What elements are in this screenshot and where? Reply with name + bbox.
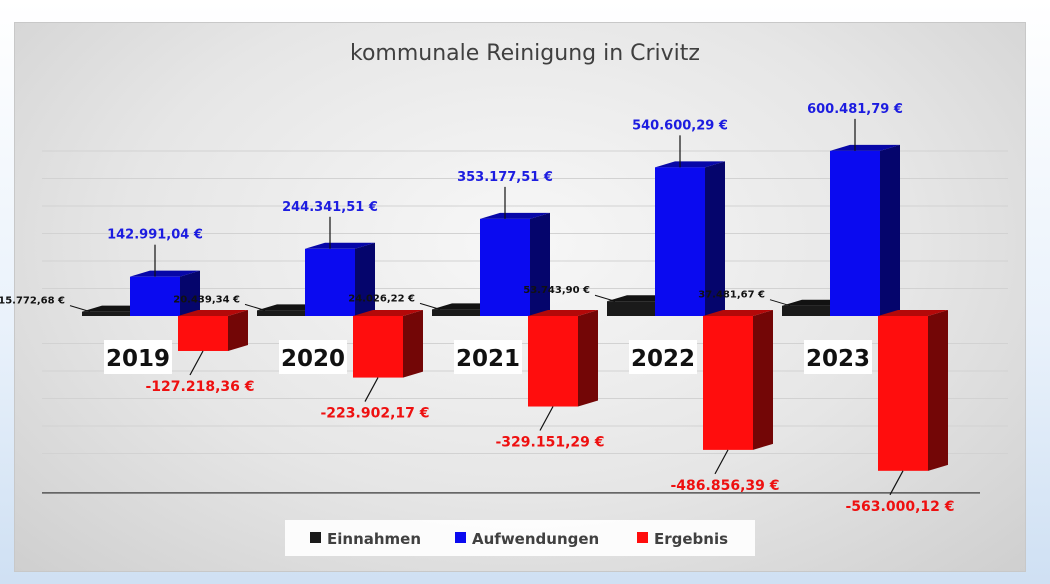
bars	[82, 144, 948, 471]
leader-einnahmen-2022	[594, 294, 616, 302]
year-label-text-2023: 2023	[806, 346, 870, 372]
leader-ergebnis-2019	[189, 350, 204, 376]
year-label-text-2019: 2019	[106, 346, 170, 372]
label-ergebnis-2023: -563.000,12 €	[846, 499, 955, 515]
legend: Einnahmen Aufwendungen Ergebnis	[285, 520, 755, 556]
bar-ergebnis-2020	[353, 310, 423, 378]
label-einnahmen-2023: 37.481,67 €	[698, 290, 765, 301]
year-label-2019: 2019	[104, 340, 172, 374]
bar-ergebnis-2019-side	[228, 310, 248, 351]
legend-label-ergebnis: Ergebnis	[654, 530, 728, 548]
data-labels: 15.772,68 € 142.991,04 € -127.218,36 € 20.4…	[0, 102, 955, 515]
bar-aufwendungen-2023	[830, 144, 900, 316]
bar-einnahmen-2023-front	[782, 305, 830, 316]
leader-ergebnis-2023	[889, 470, 904, 496]
year-label-text-2021: 2021	[456, 346, 520, 372]
label-aufwendungen-2021: 353.177,51 €	[457, 170, 553, 185]
year-label-2020: 2020	[279, 340, 347, 374]
year-label-box-2023	[804, 340, 872, 374]
bar-ergebnis-2019-front	[178, 316, 228, 351]
label-ergebnis-2022: -486.856,39 €	[671, 478, 780, 494]
bar-ergebnis-2020-front	[353, 316, 403, 378]
leader-einnahmen-2020	[244, 303, 266, 311]
label-einnahmen-2021: 24.026,22 €	[348, 293, 415, 304]
label-einnahmen-2019: 15.772,68 €	[0, 296, 65, 307]
bar-aufwendungen-2022-front	[655, 167, 705, 316]
legend-swatch-einnahmen	[310, 532, 321, 543]
bar-ergebnis-2023	[878, 310, 948, 471]
bar-ergebnis-2022-side	[753, 310, 773, 450]
bar-ergebnis-2020-top	[353, 310, 423, 316]
legend-label-aufwendungen: Aufwendungen	[472, 530, 599, 548]
legend-swatch-aufwendungen	[455, 532, 466, 543]
bar-ergebnis-2023-front	[878, 316, 928, 471]
year-label-2021: 2021	[454, 340, 522, 374]
leader-einnahmen-2023	[769, 299, 791, 307]
bar-ergebnis-2023-top	[878, 310, 948, 316]
bar-aufwendungen-2022-side	[705, 161, 725, 316]
leader-einnahmen-2019	[69, 305, 91, 313]
bar-aufwendungen-2020-front	[305, 248, 355, 316]
label-aufwendungen-2022: 540.600,29 €	[632, 118, 728, 133]
bar-aufwendungen-2023-front	[830, 150, 880, 316]
label-aufwendungen-2020: 244.341,51 €	[282, 200, 378, 215]
bar-aufwendungen-2020-top	[305, 242, 375, 249]
bar-aufwendungen-2020-side	[355, 242, 375, 316]
year-label-box-2021	[454, 340, 522, 374]
leader-einnahmen-2021	[419, 302, 441, 310]
label-ergebnis-2020: -223.902,17 €	[321, 406, 430, 422]
bar-einnahmen-2021-front	[432, 309, 480, 316]
year-label-2023: 2023	[804, 340, 872, 374]
bar-ergebnis-2019	[178, 310, 248, 351]
label-einnahmen-2020: 20.439,34 €	[173, 294, 240, 305]
leader-ergebnis-2022	[714, 449, 729, 475]
bar-aufwendungen-2022-top	[655, 161, 725, 168]
bar-aufwendungen-2021-front	[480, 218, 530, 316]
bar-ergebnis-2021-top	[528, 310, 598, 316]
legend-label-einnahmen: Einnahmen	[327, 530, 421, 548]
bar-einnahmen-2022-front	[607, 301, 655, 316]
year-label-box-2020	[279, 340, 347, 374]
year-label-text-2022: 2022	[631, 346, 695, 372]
bar-ergebnis-2021-side	[578, 310, 598, 407]
label-ergebnis-2021: -329.151,29 €	[496, 435, 605, 451]
bar-aufwendungen-2020	[305, 242, 375, 316]
label-aufwendungen-2019: 142.991,04 €	[107, 228, 203, 243]
legend-swatch-ergebnis	[637, 532, 648, 543]
bar-einnahmen-2019-front	[82, 311, 130, 316]
leader-ergebnis-2021	[539, 406, 554, 431]
bar-ergebnis-2023-side	[928, 310, 948, 471]
year-label-box-2022	[629, 340, 697, 374]
bar-aufwendungen-2019-front	[130, 276, 180, 316]
bar-aufwendungen-2019	[130, 270, 200, 316]
bar-aufwendungen-2023-side	[880, 144, 900, 316]
label-ergebnis-2019: -127.218,36 €	[146, 379, 255, 395]
label-einnahmen-2022: 53.743,90 €	[523, 285, 590, 296]
bar-ergebnis-2021-front	[528, 316, 578, 407]
bar-ergebnis-2022-front	[703, 316, 753, 450]
bar-aufwendungen-2021	[480, 212, 550, 316]
label-aufwendungen-2023: 600.481,79 €	[807, 102, 903, 117]
leader-ergebnis-2020	[364, 377, 379, 402]
bar-ergebnis-2020-side	[403, 310, 423, 378]
bar-ergebnis-2019-top	[178, 310, 248, 316]
category-labels: 2019 2020 2021 2022 2023	[104, 340, 872, 374]
bar-aufwendungen-2021-top	[480, 212, 550, 219]
bar-aufwendungen-2019-side	[180, 270, 200, 316]
bar-ergebnis-2021	[528, 310, 598, 407]
legend-box	[285, 520, 755, 556]
bar-aufwendungen-2022	[655, 161, 725, 316]
bar-ergebnis-2022	[703, 310, 773, 450]
year-label-box-2019	[104, 340, 172, 374]
bar-aufwendungen-2021-side	[530, 212, 550, 316]
chart-title: kommunale Reinigung in Crivitz	[350, 41, 700, 66]
bar-ergebnis-2022-top	[703, 310, 773, 316]
bar-aufwendungen-2019-top	[130, 270, 200, 277]
year-label-text-2020: 2020	[281, 346, 345, 372]
bar-einnahmen-2020-front	[257, 310, 305, 316]
bar-aufwendungen-2023-top	[830, 144, 900, 151]
year-label-2022: 2022	[629, 340, 697, 374]
